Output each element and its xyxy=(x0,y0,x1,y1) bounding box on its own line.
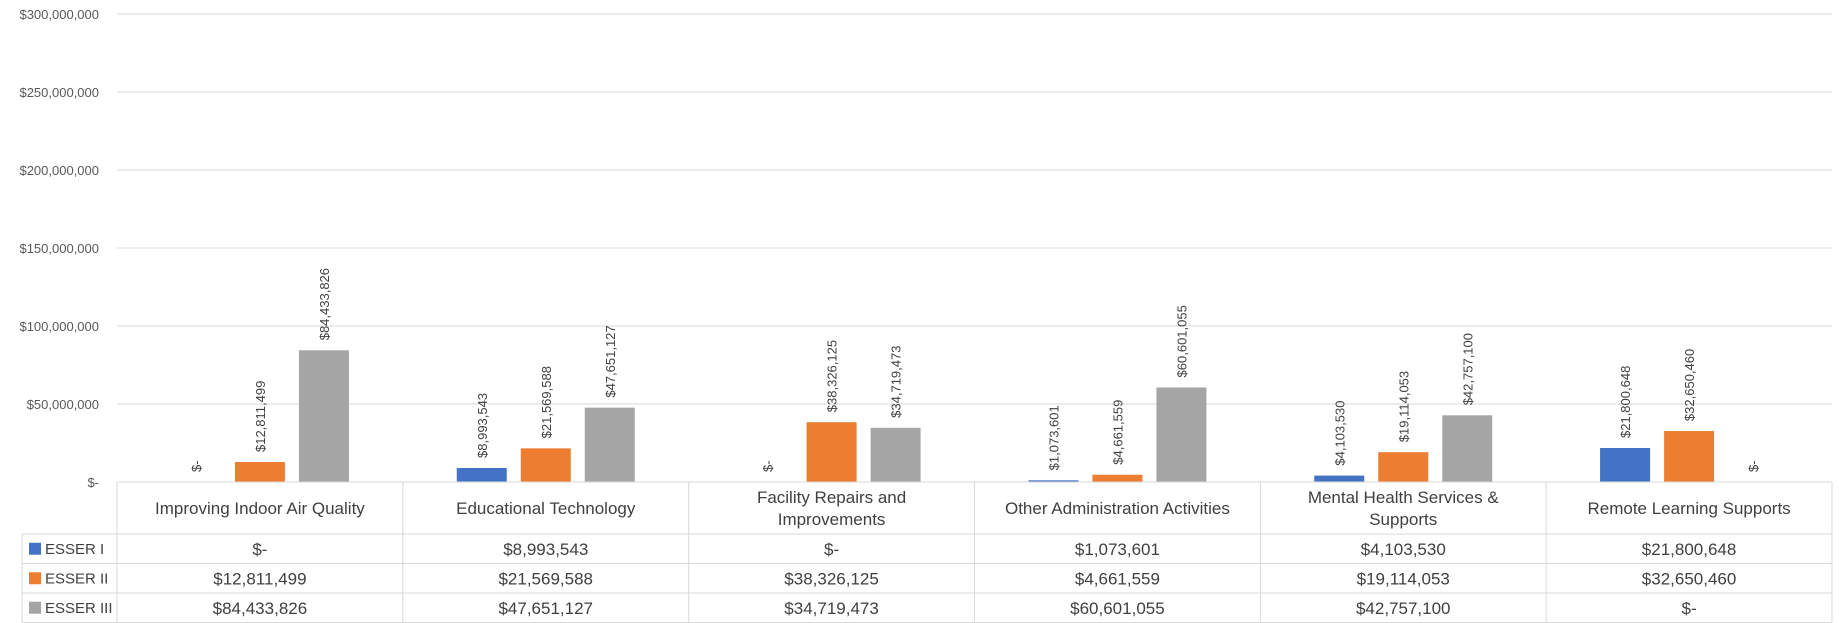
table-cell: $32,650,460 xyxy=(1642,569,1737,588)
table-cell: $60,601,055 xyxy=(1070,599,1165,618)
bar xyxy=(871,428,921,482)
y-axis: $- $50,000,000 $100,000,000 $150,000,000 $20… xyxy=(19,7,99,490)
series-name: ESSER I xyxy=(45,541,104,558)
data-label: $8,993,543 xyxy=(475,393,490,458)
bars xyxy=(235,350,1714,482)
category-label: Facility Repairs and xyxy=(757,488,906,507)
category-label: Mental Health Services & xyxy=(1308,488,1500,507)
y-tick-label: $50,000,000 xyxy=(27,397,99,412)
table-cell: $- xyxy=(252,540,267,559)
bar xyxy=(1314,476,1364,482)
table-cell: $84,433,826 xyxy=(213,599,308,618)
data-label: $- xyxy=(1746,460,1761,472)
series-name: ESSER III xyxy=(45,600,113,617)
legend-key xyxy=(29,602,41,614)
table-cell: $1,073,601 xyxy=(1075,540,1160,559)
bar xyxy=(1442,415,1492,482)
data-label: $21,569,588 xyxy=(539,366,554,438)
category-label: Other Administration Activities xyxy=(1005,499,1230,518)
table-cell: $21,569,588 xyxy=(498,569,593,588)
y-tick-label: $100,000,000 xyxy=(19,319,99,334)
data-label: $84,433,826 xyxy=(317,268,332,340)
table-cell: $34,719,473 xyxy=(784,599,879,618)
bar xyxy=(1092,475,1142,482)
category-label: Improvements xyxy=(778,510,886,529)
bar xyxy=(1664,431,1714,482)
data-label: $34,719,473 xyxy=(889,346,904,418)
bar xyxy=(299,350,349,482)
table-cell: $- xyxy=(824,540,839,559)
table-cell: $42,757,100 xyxy=(1356,599,1451,618)
table-cell: $8,993,543 xyxy=(503,540,588,559)
bar xyxy=(585,408,635,482)
data-label: $38,326,125 xyxy=(825,340,840,412)
y-tick-label: $150,000,000 xyxy=(19,241,99,256)
y-tick-label: $- xyxy=(87,475,99,490)
table-cell: $19,114,053 xyxy=(1357,569,1450,588)
category-label: Improving Indoor Air Quality xyxy=(155,499,365,518)
data-label: $4,103,530 xyxy=(1332,401,1347,466)
bar xyxy=(1378,452,1428,482)
table-cell: $4,661,559 xyxy=(1075,569,1160,588)
bar xyxy=(1600,448,1650,482)
data-table: Improving Indoor Air Quality Educational … xyxy=(22,482,1832,623)
data-label: $4,661,559 xyxy=(1110,400,1125,465)
data-label: $12,811,499 xyxy=(253,381,268,452)
data-label: $42,757,100 xyxy=(1460,333,1475,405)
data-labels: $- $8,993,543 $- $1,073,601 $4,103,530 $21,80… xyxy=(189,268,1761,472)
data-label: $32,650,460 xyxy=(1682,349,1697,421)
bar xyxy=(457,468,507,482)
table-cell: $- xyxy=(1682,599,1697,618)
bar xyxy=(1156,387,1206,482)
table-cell: $38,326,125 xyxy=(784,569,879,588)
data-label: $21,800,648 xyxy=(1618,366,1633,438)
y-tick-label: $200,000,000 xyxy=(19,163,99,178)
category-label: Educational Technology xyxy=(456,499,636,518)
data-label: $47,651,127 xyxy=(603,325,618,397)
table-cell: $21,800,648 xyxy=(1642,540,1737,559)
data-label: $- xyxy=(189,460,204,472)
data-label: $- xyxy=(761,460,776,472)
bar xyxy=(807,422,857,482)
data-label: $1,073,601 xyxy=(1046,405,1061,470)
legend-key xyxy=(29,572,41,584)
y-tick-label: $250,000,000 xyxy=(19,85,99,100)
y-tick-label: $300,000,000 xyxy=(19,7,99,22)
legend-key xyxy=(29,543,41,555)
series-name: ESSER II xyxy=(45,570,108,587)
table-cell: $47,651,127 xyxy=(498,599,593,618)
bar xyxy=(235,462,285,482)
bar xyxy=(521,448,571,482)
table-cell: $12,811,499 xyxy=(213,569,306,588)
data-label: $60,601,055 xyxy=(1174,305,1189,377)
category-label: Remote Learning Supports xyxy=(1587,499,1790,518)
category-label: Supports xyxy=(1369,510,1437,529)
table-cell: $4,103,530 xyxy=(1361,540,1446,559)
gridlines xyxy=(117,14,1832,482)
data-label: $19,114,053 xyxy=(1396,371,1411,442)
